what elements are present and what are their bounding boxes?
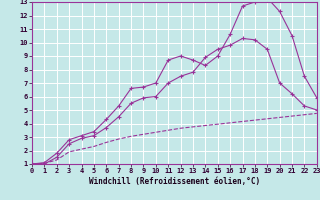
X-axis label: Windchill (Refroidissement éolien,°C): Windchill (Refroidissement éolien,°C): [89, 177, 260, 186]
